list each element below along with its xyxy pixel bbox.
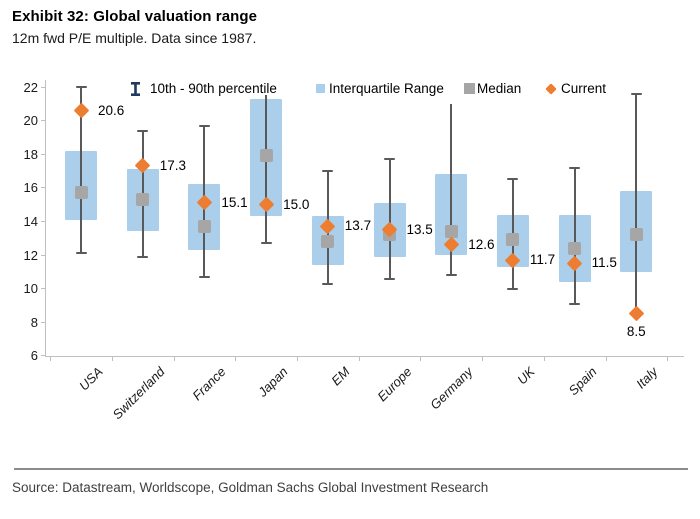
whisker-cap-top-UK	[507, 178, 519, 181]
legend-label-iqr: Interquartile Range	[329, 81, 444, 96]
source-text: Source: Datastream, Worldscope, Goldman …	[12, 480, 489, 495]
y-axis-tick	[41, 153, 46, 155]
y-tick-label: 14	[23, 213, 38, 229]
x-axis-tick	[358, 356, 360, 361]
whisker-cap-top-Europe	[384, 158, 395, 161]
median-swatch-icon	[464, 83, 475, 94]
x-axis-tick	[420, 356, 422, 361]
y-axis-tick	[41, 254, 46, 256]
current-value-label-Spain: 11.5	[591, 255, 617, 271]
y-axis-tick	[41, 187, 46, 189]
whisker-cap-bottom-Germany	[445, 274, 457, 277]
iqr-swatch-icon	[316, 84, 325, 93]
y-axis-tick	[41, 86, 46, 88]
median-marker-USA	[74, 186, 88, 200]
whisker-cap-bottom-Switzerland	[137, 255, 149, 258]
legend-label-current: Current	[561, 81, 607, 96]
median-marker-Spain	[568, 241, 582, 255]
y-tick-label: 22	[23, 79, 38, 95]
current-value-label-Italy: 8.5	[626, 323, 646, 339]
median-marker-Switzerland	[136, 193, 150, 207]
current-marker-Italy	[628, 306, 645, 322]
x-axis-tick	[605, 356, 607, 361]
x-axis-tick	[235, 356, 237, 361]
y-tick-label: 18	[23, 146, 38, 162]
legend-label-percentile: 10th - 90th percentile	[150, 81, 277, 96]
y-axis-tick	[41, 321, 46, 323]
y-tick-label: 6	[30, 348, 38, 364]
median-marker-EM	[321, 235, 335, 249]
whisker-Europe	[388, 159, 391, 279]
current-value-label-Europe: 13.5	[406, 221, 433, 237]
whisker-cap-top-Spain	[569, 166, 581, 169]
y-tick-label: 12	[23, 247, 38, 263]
x-axis-tick	[297, 356, 298, 361]
y-axis-tick	[41, 120, 46, 122]
y-tick-label: 8	[30, 314, 38, 330]
whisker-Japan	[265, 95, 268, 244]
median-marker-UK	[506, 233, 520, 247]
median-marker-Germany	[444, 224, 458, 238]
whisker-cap-bottom-Japan	[260, 242, 272, 245]
whisker-cap-top-USA	[75, 86, 87, 88]
legend-label-median: Median	[477, 81, 522, 96]
y-axis-tick	[41, 355, 46, 357]
x-axis	[45, 356, 684, 357]
y-axis-tick	[41, 288, 46, 290]
current-value-label-EM: 13.7	[344, 218, 372, 234]
median-marker-Japan	[259, 149, 273, 163]
chart-subtitle: 12m fwd P/E multiple. Data since 1987.	[12, 30, 257, 46]
whisker-Spain	[573, 167, 576, 304]
current-value-label-Germany: 12.6	[468, 236, 495, 252]
y-tick-label: 16	[23, 180, 38, 196]
current-value-label-France: 15.1	[221, 194, 248, 210]
y-axis	[45, 80, 46, 356]
footer-divider	[14, 468, 688, 470]
x-axis-tick	[543, 356, 545, 361]
current-value-label-UK: 11.7	[529, 252, 556, 268]
current-diamond-icon	[545, 83, 557, 95]
whisker-cap-bottom-Europe	[384, 277, 395, 280]
x-axis-tick	[111, 356, 113, 361]
whisker-cap-top-EM	[322, 170, 334, 172]
whisker-cap-bottom-UK	[507, 287, 519, 290]
whisker-cap-top-France	[198, 124, 210, 127]
current-value-label-USA: 20.6	[98, 102, 125, 118]
whisker-cap-top-Italy	[630, 92, 642, 95]
y-tick-label: 10	[23, 281, 38, 297]
whisker-cap-bottom-USA	[75, 252, 87, 255]
y-tick-label: 20	[23, 113, 38, 129]
x-axis-tick	[50, 356, 52, 361]
current-marker-USA	[73, 102, 89, 119]
median-marker-Italy	[629, 228, 643, 242]
whisker-cap-top-Switzerland	[137, 129, 149, 132]
x-axis-tick	[667, 356, 669, 361]
whisker-cap-bottom-France	[198, 275, 210, 278]
whisker-USA	[80, 87, 82, 254]
median-marker-France	[197, 219, 211, 233]
whisker-cap-bottom-Spain	[569, 302, 581, 305]
current-value-label-Switzerland: 17.3	[159, 157, 186, 173]
percentile-range-icon	[131, 82, 140, 96]
whisker-Italy	[635, 93, 638, 313]
chart-title: Exhibit 32: Global valuation range	[12, 8, 258, 25]
current-value-label-Japan: 15.0	[283, 196, 310, 212]
whisker-cap-bottom-EM	[322, 282, 334, 285]
x-axis-tick	[173, 356, 175, 361]
y-axis-tick	[41, 220, 46, 222]
whisker-Germany	[450, 103, 453, 276]
x-axis-tick	[482, 356, 484, 361]
